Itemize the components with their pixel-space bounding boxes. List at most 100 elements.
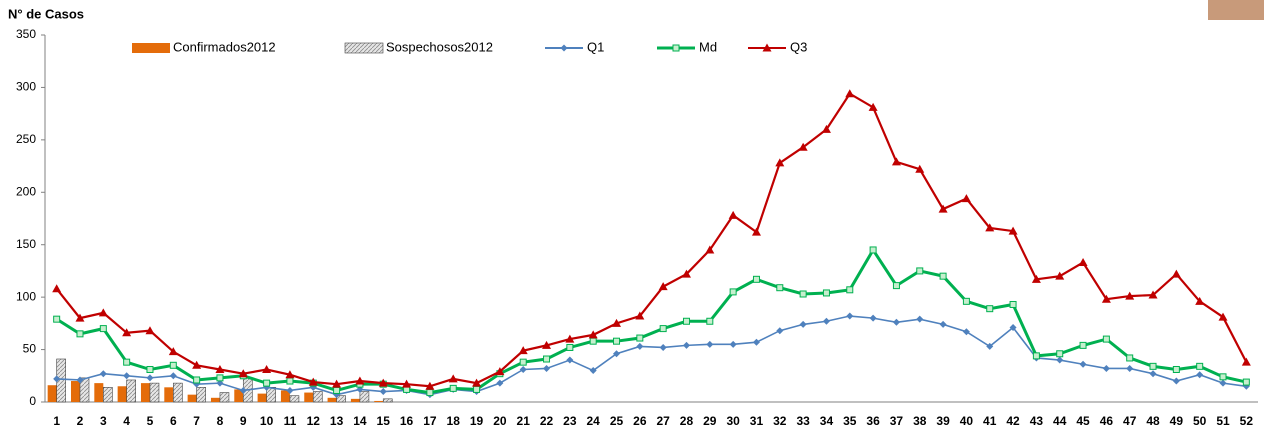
marker	[1150, 370, 1157, 377]
x-tick-label: 17	[423, 414, 437, 428]
marker	[893, 319, 900, 326]
x-tick-label: 16	[400, 414, 414, 428]
x-tick-label: 33	[796, 414, 810, 428]
y-tick-label: 50	[23, 342, 37, 356]
y-tick-label: 150	[16, 237, 36, 251]
line	[57, 316, 1247, 395]
marker	[146, 374, 153, 381]
x-tick-label: 40	[960, 414, 974, 428]
x-tick-label: 36	[866, 414, 880, 428]
bar	[118, 386, 127, 402]
marker	[543, 365, 550, 372]
marker	[287, 378, 293, 384]
bar	[173, 383, 182, 402]
marker	[916, 316, 923, 323]
x-tick-label: 14	[353, 414, 367, 428]
marker	[99, 308, 108, 316]
marker	[1010, 301, 1016, 307]
bar	[94, 383, 103, 402]
legend-swatch	[132, 43, 170, 53]
marker	[917, 268, 923, 274]
legend-text: Q1	[587, 39, 604, 54]
x-tick-label: 3	[100, 414, 107, 428]
marker	[380, 388, 387, 395]
x-tick-label: 27	[656, 414, 670, 428]
x-tick-label: 50	[1193, 414, 1207, 428]
bar	[351, 399, 360, 402]
marker	[1173, 378, 1180, 385]
chart: N° de Casos 0501001502002503003501234567…	[0, 0, 1264, 431]
bar	[383, 399, 392, 402]
x-tick-label: 13	[330, 414, 344, 428]
x-tick-label: 19	[470, 414, 484, 428]
marker	[1172, 270, 1181, 278]
bar	[328, 398, 337, 402]
x-tick-label: 52	[1240, 414, 1254, 428]
bar	[127, 380, 136, 402]
x-tick-label: 4	[123, 414, 130, 428]
marker	[683, 342, 690, 349]
legend-text: Confirmados2012	[173, 39, 276, 54]
marker	[636, 343, 643, 350]
x-tick-label: 9	[240, 414, 247, 428]
marker	[520, 359, 526, 365]
marker	[1220, 374, 1226, 380]
bar	[188, 395, 197, 402]
marker	[729, 211, 738, 219]
marker	[194, 377, 200, 383]
marker	[1103, 336, 1109, 342]
marker	[660, 344, 667, 351]
marker	[123, 372, 130, 379]
marker	[776, 327, 783, 334]
marker	[1080, 361, 1087, 368]
y-tick-label: 200	[16, 184, 36, 198]
marker	[1243, 379, 1249, 385]
x-tick-label: 2	[77, 414, 84, 428]
marker	[892, 157, 901, 165]
x-tick-label: 7	[193, 414, 200, 428]
marker	[566, 357, 573, 364]
x-tick-label: 23	[563, 414, 577, 428]
marker	[869, 103, 878, 111]
marker	[496, 380, 503, 387]
marker	[170, 362, 176, 368]
x-tick-label: 45	[1076, 414, 1090, 428]
marker	[1220, 380, 1227, 387]
marker	[1033, 353, 1039, 359]
marker	[845, 89, 854, 97]
y-tick-label: 0	[29, 394, 36, 408]
x-tick-label: 46	[1100, 414, 1114, 428]
marker	[870, 247, 876, 253]
bar	[313, 392, 322, 402]
marker	[940, 321, 947, 328]
bar	[374, 401, 383, 402]
marker	[987, 306, 993, 312]
marker	[590, 338, 596, 344]
x-tick-label: 51	[1216, 414, 1230, 428]
x-tick-label: 5	[147, 414, 154, 428]
marker	[170, 372, 177, 379]
marker	[1079, 258, 1088, 266]
marker	[52, 284, 61, 292]
x-tick-label: 30	[726, 414, 740, 428]
marker	[940, 273, 946, 279]
legend-text: Q3	[790, 39, 807, 54]
marker	[1126, 365, 1133, 372]
marker	[147, 366, 153, 372]
marker	[753, 339, 760, 346]
x-tick-label: 47	[1123, 414, 1137, 428]
marker	[124, 359, 130, 365]
marker	[474, 386, 480, 392]
x-tick-label: 12	[307, 414, 321, 428]
marker	[427, 390, 433, 396]
bar	[164, 387, 173, 402]
bar	[103, 387, 112, 402]
bar	[48, 385, 57, 402]
x-tick-label: 20	[493, 414, 507, 428]
x-tick-label: 49	[1170, 414, 1184, 428]
marker	[1197, 363, 1203, 369]
bar	[150, 383, 159, 402]
bar	[220, 393, 229, 402]
marker	[800, 321, 807, 328]
marker	[962, 194, 971, 202]
